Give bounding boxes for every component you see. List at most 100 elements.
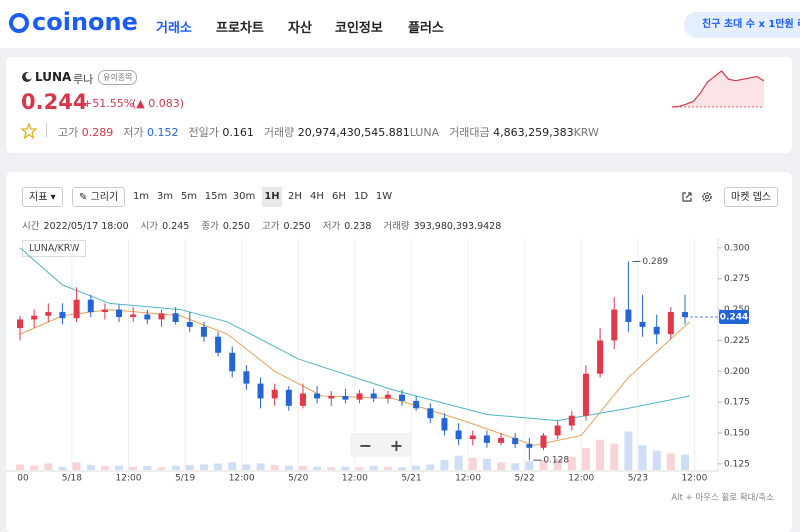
nav-item[interactable]: 자산 <box>288 21 312 36</box>
interval-button[interactable]: 1m <box>132 191 150 202</box>
nav-item[interactable]: 프로차트 <box>216 21 264 36</box>
volume-bar <box>327 467 336 470</box>
candle-body <box>73 299 80 319</box>
y-tick-label: 0.150 <box>724 428 750 438</box>
volume-bar <box>256 463 265 470</box>
interval-button[interactable]: 1H <box>262 187 282 207</box>
candle-body <box>653 326 660 335</box>
logo-mark <box>9 13 29 33</box>
y-tick-label: 0.225 <box>724 336 750 346</box>
volume-bar <box>468 457 477 470</box>
volume-bar <box>497 462 506 470</box>
volume-bar <box>157 467 166 470</box>
promo-banner[interactable]: 친구 초대 수 x 1만원 리 <box>684 12 800 38</box>
volume-bar <box>115 465 124 470</box>
depth-button[interactable]: 마켓 뎁스 <box>724 187 778 207</box>
interval-button[interactable]: 3m <box>156 191 174 202</box>
last-price-label: 0.244 <box>720 312 748 322</box>
candle-body <box>299 393 306 406</box>
x-tick-label: 5/18 <box>62 474 82 484</box>
price: 0.244 <box>21 90 88 114</box>
candle-body <box>625 309 632 322</box>
interval-button[interactable]: 6H <box>332 191 346 202</box>
info-value: 0.238 <box>344 221 372 232</box>
coin-name: 루나 <box>73 73 94 86</box>
settings-icon[interactable] <box>701 191 713 203</box>
info-item: 거래량 393,980,393.9428 <box>383 218 501 232</box>
stat: 고가 0.289 <box>58 124 113 140</box>
volume-bar <box>86 465 95 470</box>
zoom-in[interactable]: + <box>389 435 404 455</box>
candle-body <box>483 435 490 443</box>
y-tick-label: 0.300 <box>724 243 750 253</box>
volume-bar <box>341 466 350 470</box>
stat: 전일가 0.161 <box>189 124 254 140</box>
popout-icon[interactable] <box>681 191 693 203</box>
interval-button[interactable]: 1D <box>353 191 369 202</box>
info-value: 0.245 <box>162 221 190 232</box>
ticker-card: LUNA 루나 유의종목 0.244 +51.55% (▲ 0.083) 고가 … <box>6 57 792 153</box>
volume-bar <box>638 445 647 470</box>
top-nav: coinone 거래소 프로차트 자산 코인정보 플러스 친구 초대 수 x 1… <box>0 0 800 48</box>
volume-bar <box>398 467 407 470</box>
draw-label: 그리기 <box>90 192 119 203</box>
stat-unit: KRW <box>573 126 599 139</box>
candle-body <box>158 313 165 320</box>
symbol: LUNA <box>35 70 72 84</box>
volume-bar <box>596 439 605 470</box>
stat-label: 거래량 <box>263 126 295 139</box>
volume-bar <box>610 443 619 470</box>
info-item: 종가 0.250 <box>201 218 250 232</box>
volume-bar <box>666 453 675 470</box>
candle-body <box>384 394 391 399</box>
favorite-star[interactable] <box>21 123 37 139</box>
volume-bar <box>16 464 24 470</box>
stat-label: 고가 <box>58 126 79 139</box>
legend: LUNA/KRW <box>22 240 87 257</box>
info-value: 0.250 <box>222 221 251 232</box>
volume-bar <box>44 463 53 470</box>
y-tick-label: 0.200 <box>724 367 750 377</box>
volume-bar <box>72 462 81 470</box>
interval-button[interactable]: 4H <box>310 191 324 202</box>
volume-bar <box>355 467 364 470</box>
candle-body <box>667 312 674 335</box>
moving-average <box>19 247 690 422</box>
warning-badge: 유의종목 <box>98 70 138 85</box>
volume-bar <box>680 454 689 470</box>
zoom-out[interactable]: − <box>358 435 373 455</box>
candle-body <box>413 400 420 409</box>
candle-body <box>498 437 505 443</box>
candle-body <box>681 312 688 317</box>
stat: 거래대금 4,863,259,383KRW <box>449 124 599 140</box>
candle-body <box>342 395 349 400</box>
volume-bar <box>581 448 590 470</box>
interval-button[interactable]: 15m <box>204 191 228 202</box>
logo[interactable]: coinone <box>32 8 138 36</box>
annotation-label: 0.289 <box>642 257 668 267</box>
nav-item[interactable]: 코인정보 <box>335 21 383 36</box>
x-tick-label: 12:00 <box>116 474 142 484</box>
nav-item[interactable]: 거래소 <box>156 21 192 36</box>
volume-bar <box>440 460 449 470</box>
interval-button[interactable]: 1W <box>375 191 393 202</box>
candle-body <box>229 352 236 372</box>
draw-button[interactable]: ✎ 그리기 <box>72 187 126 207</box>
indicator-button[interactable]: 지표 ▾ <box>22 187 63 207</box>
x-tick-label: 5/20 <box>288 474 308 484</box>
candle-body <box>582 373 589 416</box>
x-tick-label: 12:00 <box>455 474 481 484</box>
nav-item[interactable]: 플러스 <box>408 21 444 36</box>
volume-bar <box>30 465 39 470</box>
interval-button[interactable]: 30m <box>232 191 256 202</box>
candle-body <box>186 321 193 327</box>
info-label: 시간 <box>22 221 40 232</box>
stat-value: 0.289 <box>81 126 114 139</box>
info-item: 시간 2022/05/17 18:00 <box>22 218 129 232</box>
interval-button[interactable]: 5m <box>180 191 198 202</box>
info-label: 종가 <box>201 221 219 232</box>
candle-body <box>243 371 250 384</box>
volume-bar <box>383 466 392 470</box>
x-tick-label: 5/22 <box>515 474 535 484</box>
interval-button[interactable]: 2H <box>288 191 302 202</box>
